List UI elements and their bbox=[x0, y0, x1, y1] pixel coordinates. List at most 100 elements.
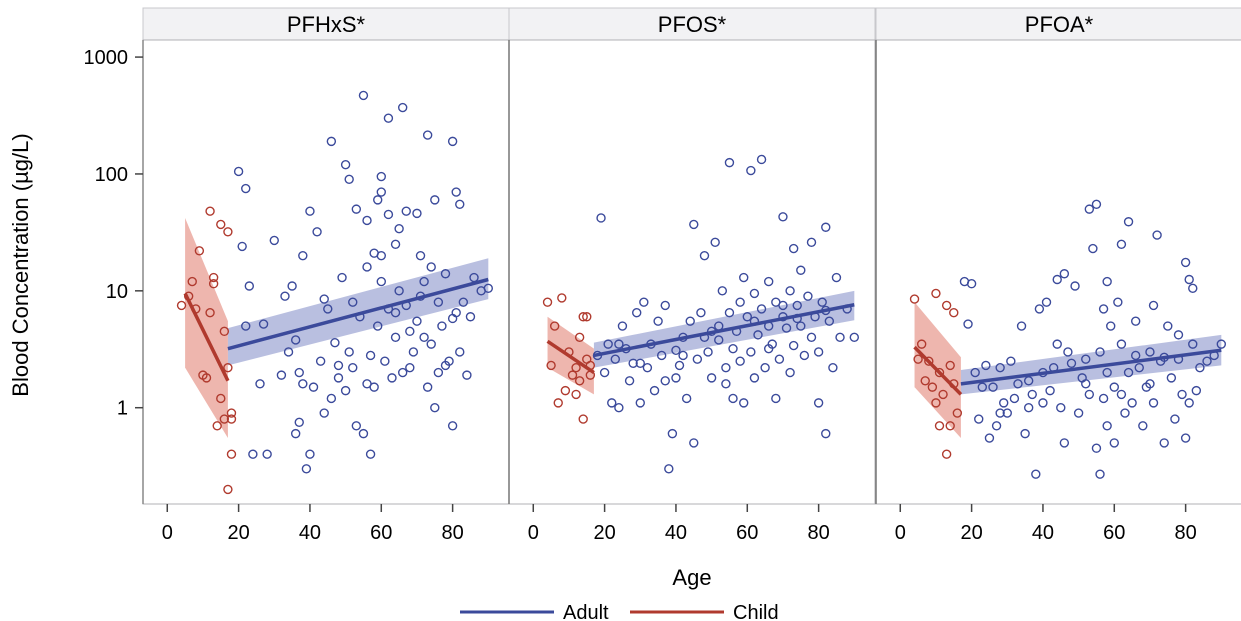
adult-point bbox=[813, 347, 824, 357]
adult-point bbox=[394, 286, 404, 296]
adult-point bbox=[735, 356, 745, 366]
child-point bbox=[216, 219, 226, 230]
adult-point bbox=[326, 136, 337, 147]
adult-point bbox=[362, 262, 372, 272]
adult-point bbox=[671, 345, 681, 355]
adult-point bbox=[689, 219, 699, 230]
adult-point bbox=[419, 276, 429, 287]
adult-point bbox=[244, 281, 255, 291]
x-tick-label: 60 bbox=[736, 522, 758, 544]
adult-point bbox=[451, 187, 461, 197]
adult-point bbox=[835, 332, 845, 343]
adult-point bbox=[426, 339, 436, 349]
adult-point bbox=[462, 370, 472, 380]
adult-point bbox=[1002, 408, 1012, 418]
adult-point bbox=[610, 354, 621, 364]
adult-point bbox=[308, 382, 319, 392]
adult-point bbox=[781, 323, 792, 333]
adult-point bbox=[749, 288, 760, 299]
adult-point bbox=[1130, 316, 1141, 326]
panel-header bbox=[142, 7, 510, 41]
child-point bbox=[945, 360, 955, 371]
adult-point bbox=[1184, 398, 1194, 408]
child-confidence-band bbox=[185, 217, 228, 439]
adult-point bbox=[628, 358, 638, 368]
child-point bbox=[219, 414, 230, 424]
child-point bbox=[927, 382, 938, 392]
adult-point bbox=[739, 272, 749, 283]
adult-point bbox=[1009, 393, 1020, 404]
adult-point bbox=[692, 354, 703, 364]
adult-point bbox=[390, 307, 401, 318]
adult-point bbox=[653, 316, 663, 326]
child-point bbox=[194, 246, 205, 256]
adult-point bbox=[1098, 304, 1109, 314]
adult-point bbox=[977, 382, 988, 392]
adult-point bbox=[1084, 389, 1095, 400]
adult-point bbox=[1013, 379, 1023, 389]
adult-point bbox=[824, 316, 835, 326]
x-tick-label: 40 bbox=[1032, 522, 1054, 544]
adult-point bbox=[258, 319, 269, 329]
adult-point bbox=[849, 332, 859, 343]
child-point bbox=[571, 389, 581, 400]
adult-point bbox=[1116, 339, 1127, 349]
child-fit-line bbox=[183, 292, 230, 382]
adult-fit-line bbox=[960, 348, 1222, 386]
adult-point bbox=[774, 354, 785, 364]
adult-point bbox=[323, 304, 333, 314]
adult-point bbox=[746, 347, 756, 357]
adult-point bbox=[763, 276, 774, 287]
adult-point bbox=[458, 297, 469, 307]
adult-point bbox=[397, 102, 408, 113]
adult-point bbox=[290, 335, 301, 345]
child-point bbox=[924, 356, 934, 366]
adult-confidence-band bbox=[960, 334, 1222, 395]
adult-point bbox=[1148, 398, 1159, 408]
adult-point bbox=[792, 300, 802, 311]
adult-point bbox=[269, 235, 279, 246]
adult-point bbox=[465, 312, 476, 322]
adult-point bbox=[599, 367, 610, 378]
adult-point bbox=[778, 212, 788, 222]
adult-point bbox=[1034, 304, 1045, 314]
adult-point bbox=[735, 297, 745, 307]
adult-point bbox=[995, 408, 1005, 418]
child-point bbox=[934, 421, 945, 431]
adult-point bbox=[1031, 469, 1041, 479]
child-point bbox=[553, 398, 563, 408]
adult-point bbox=[1163, 321, 1173, 331]
adult-point bbox=[376, 276, 386, 287]
adult-point bbox=[703, 347, 713, 357]
adult-point bbox=[1152, 230, 1162, 240]
adult-point bbox=[632, 307, 642, 318]
adult-point bbox=[351, 204, 362, 214]
adult-point bbox=[437, 321, 447, 331]
adult-point bbox=[1102, 421, 1112, 431]
adult-point bbox=[319, 294, 329, 304]
adult-point bbox=[821, 222, 831, 232]
adult-point bbox=[1059, 269, 1070, 279]
adult-point bbox=[430, 195, 440, 205]
adult-point bbox=[383, 209, 394, 220]
adult-point bbox=[390, 332, 401, 343]
adult-point bbox=[1166, 373, 1177, 383]
adult-point bbox=[1023, 403, 1034, 413]
y-tick-label: 100 bbox=[95, 164, 128, 186]
child-point bbox=[574, 376, 585, 386]
adult-point bbox=[1109, 438, 1119, 448]
adult-point bbox=[362, 379, 372, 389]
adult-point bbox=[1091, 199, 1102, 209]
x-tick-label: 0 bbox=[895, 522, 906, 544]
adult-point bbox=[974, 414, 984, 424]
adult-point bbox=[1116, 389, 1127, 400]
adult-point bbox=[1184, 274, 1194, 285]
child-point bbox=[952, 408, 963, 418]
y-axis-title: Blood Concentration (µg/L) bbox=[8, 133, 33, 396]
adult-point bbox=[771, 393, 781, 404]
adult-point bbox=[724, 307, 735, 318]
child-fit-line bbox=[913, 345, 963, 396]
adult-point bbox=[746, 165, 756, 176]
adult-point bbox=[806, 332, 817, 343]
child-point bbox=[578, 414, 588, 424]
